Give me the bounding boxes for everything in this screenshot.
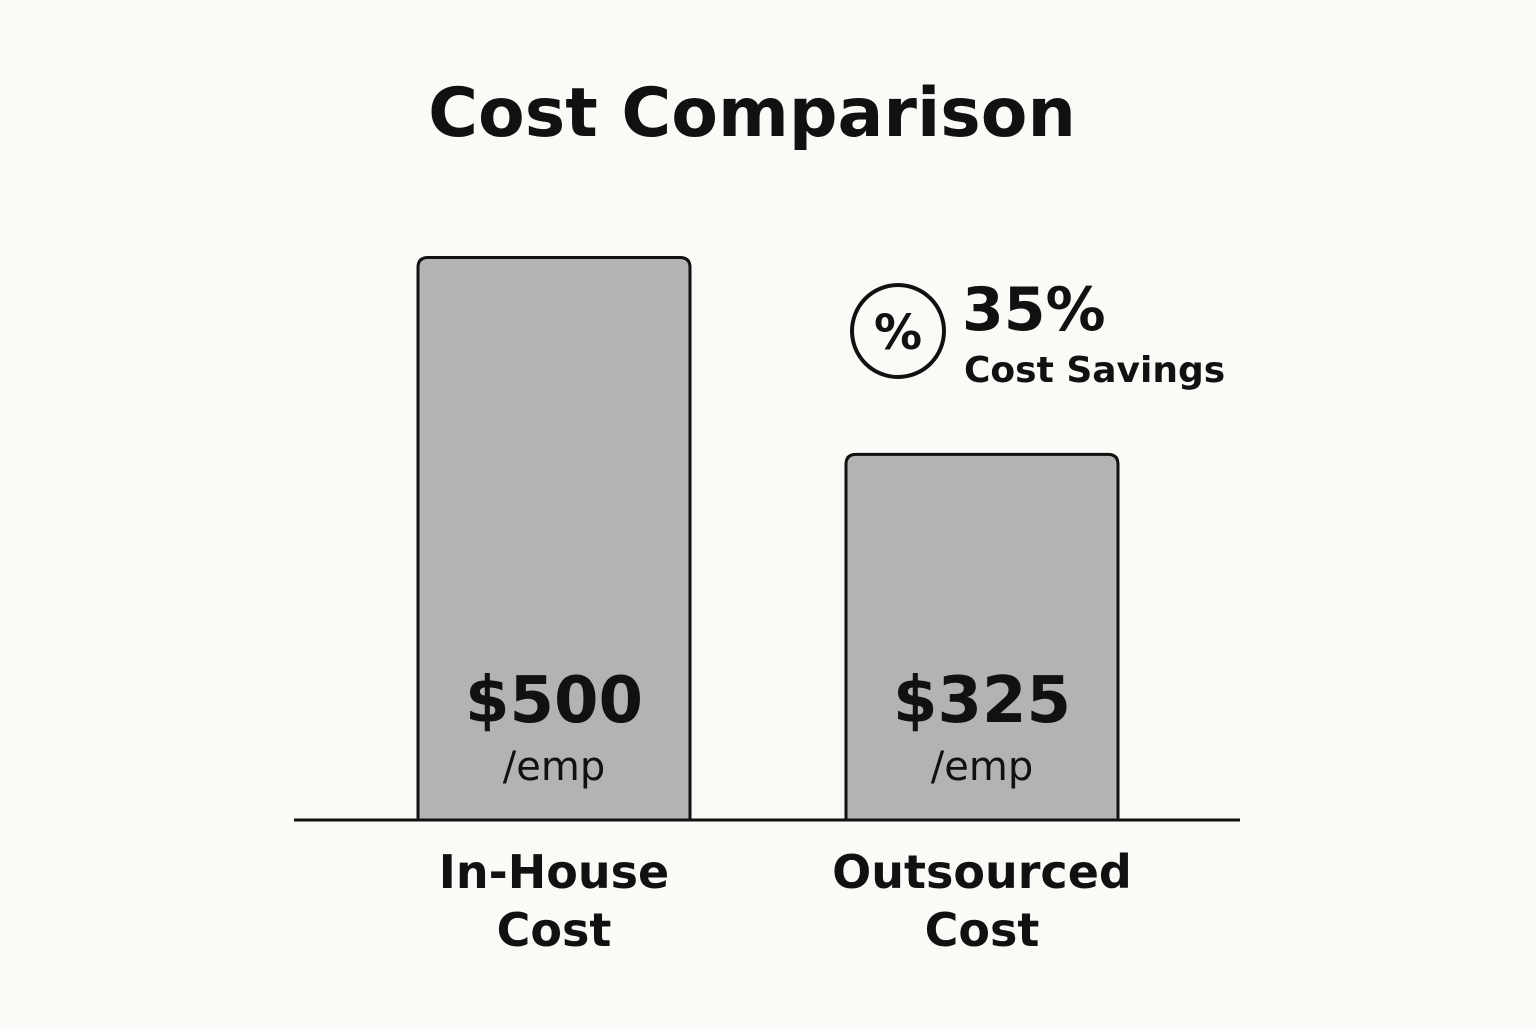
bar-0 — [416, 256, 692, 820]
percent-circle-icon: % — [850, 283, 946, 379]
percent-icon-glyph: % — [874, 305, 922, 361]
chart-title: Cost Comparison — [428, 74, 1076, 153]
savings-percent-value: 35% — [962, 275, 1106, 345]
category-label-1-0: Outsourced — [832, 845, 1132, 899]
category-label-0-0: In-House — [439, 845, 669, 899]
bar-unit-label-0: /emp — [503, 744, 605, 790]
percent-icon-circle — [850, 283, 946, 379]
bar-value-label-1: $325 — [893, 664, 1071, 738]
bar-1 — [844, 452, 1120, 820]
bar-unit-label-1: /emp — [931, 744, 1033, 790]
category-label-1-1: Cost — [925, 903, 1040, 957]
category-label-0-1: Cost — [497, 903, 612, 957]
bar-value-label-0: $500 — [465, 664, 643, 738]
savings-label: Cost Savings — [964, 350, 1225, 391]
